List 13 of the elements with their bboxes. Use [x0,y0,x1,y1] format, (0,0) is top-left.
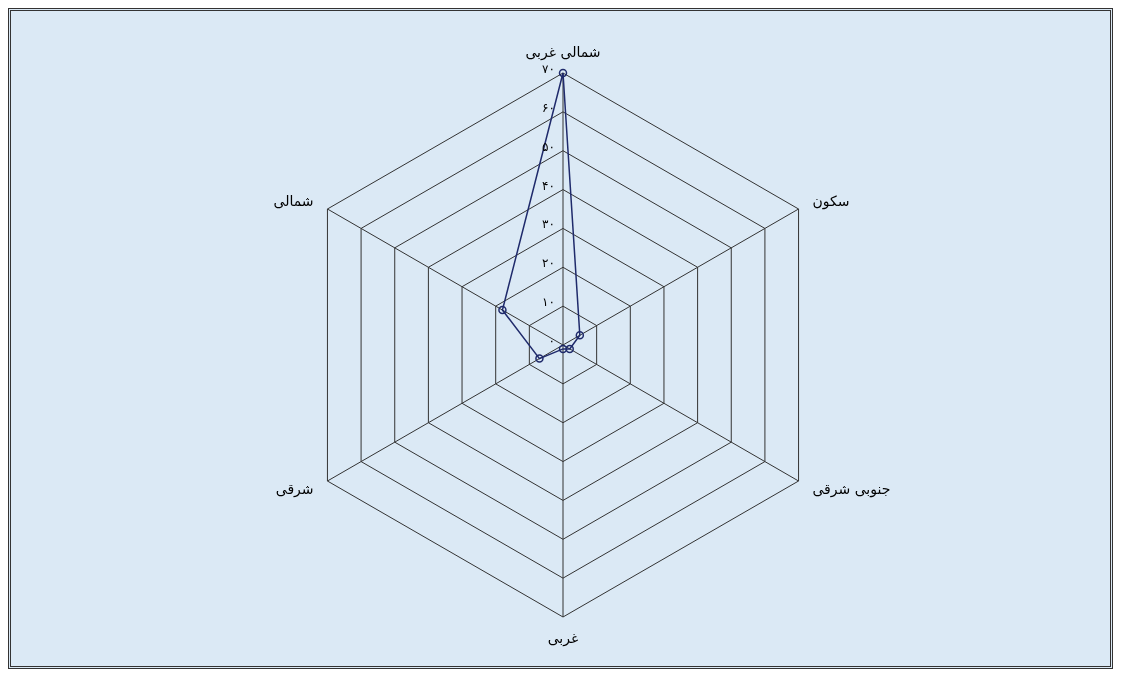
y-tick-label: ۰ [548,334,555,348]
y-tick-label: ۴۰ [542,178,555,193]
y-tick-label: ۷۰ [542,62,555,76]
y-tick-label: ۶۰ [542,100,555,115]
y-tick-label: ۲۰ [542,256,555,271]
spoke-label: غربی [547,629,579,647]
y-tick-label: ۳۰ [542,217,555,232]
spoke-label: شمالی [273,192,314,209]
spoke-label: شمالی غربی [525,44,601,61]
y-tick-label: ۱۰ [542,295,555,310]
spoke-label: جنوبی شرقی [812,480,891,498]
spoke-label: شرقی [275,480,314,498]
spoke-label: سکون [812,192,850,210]
